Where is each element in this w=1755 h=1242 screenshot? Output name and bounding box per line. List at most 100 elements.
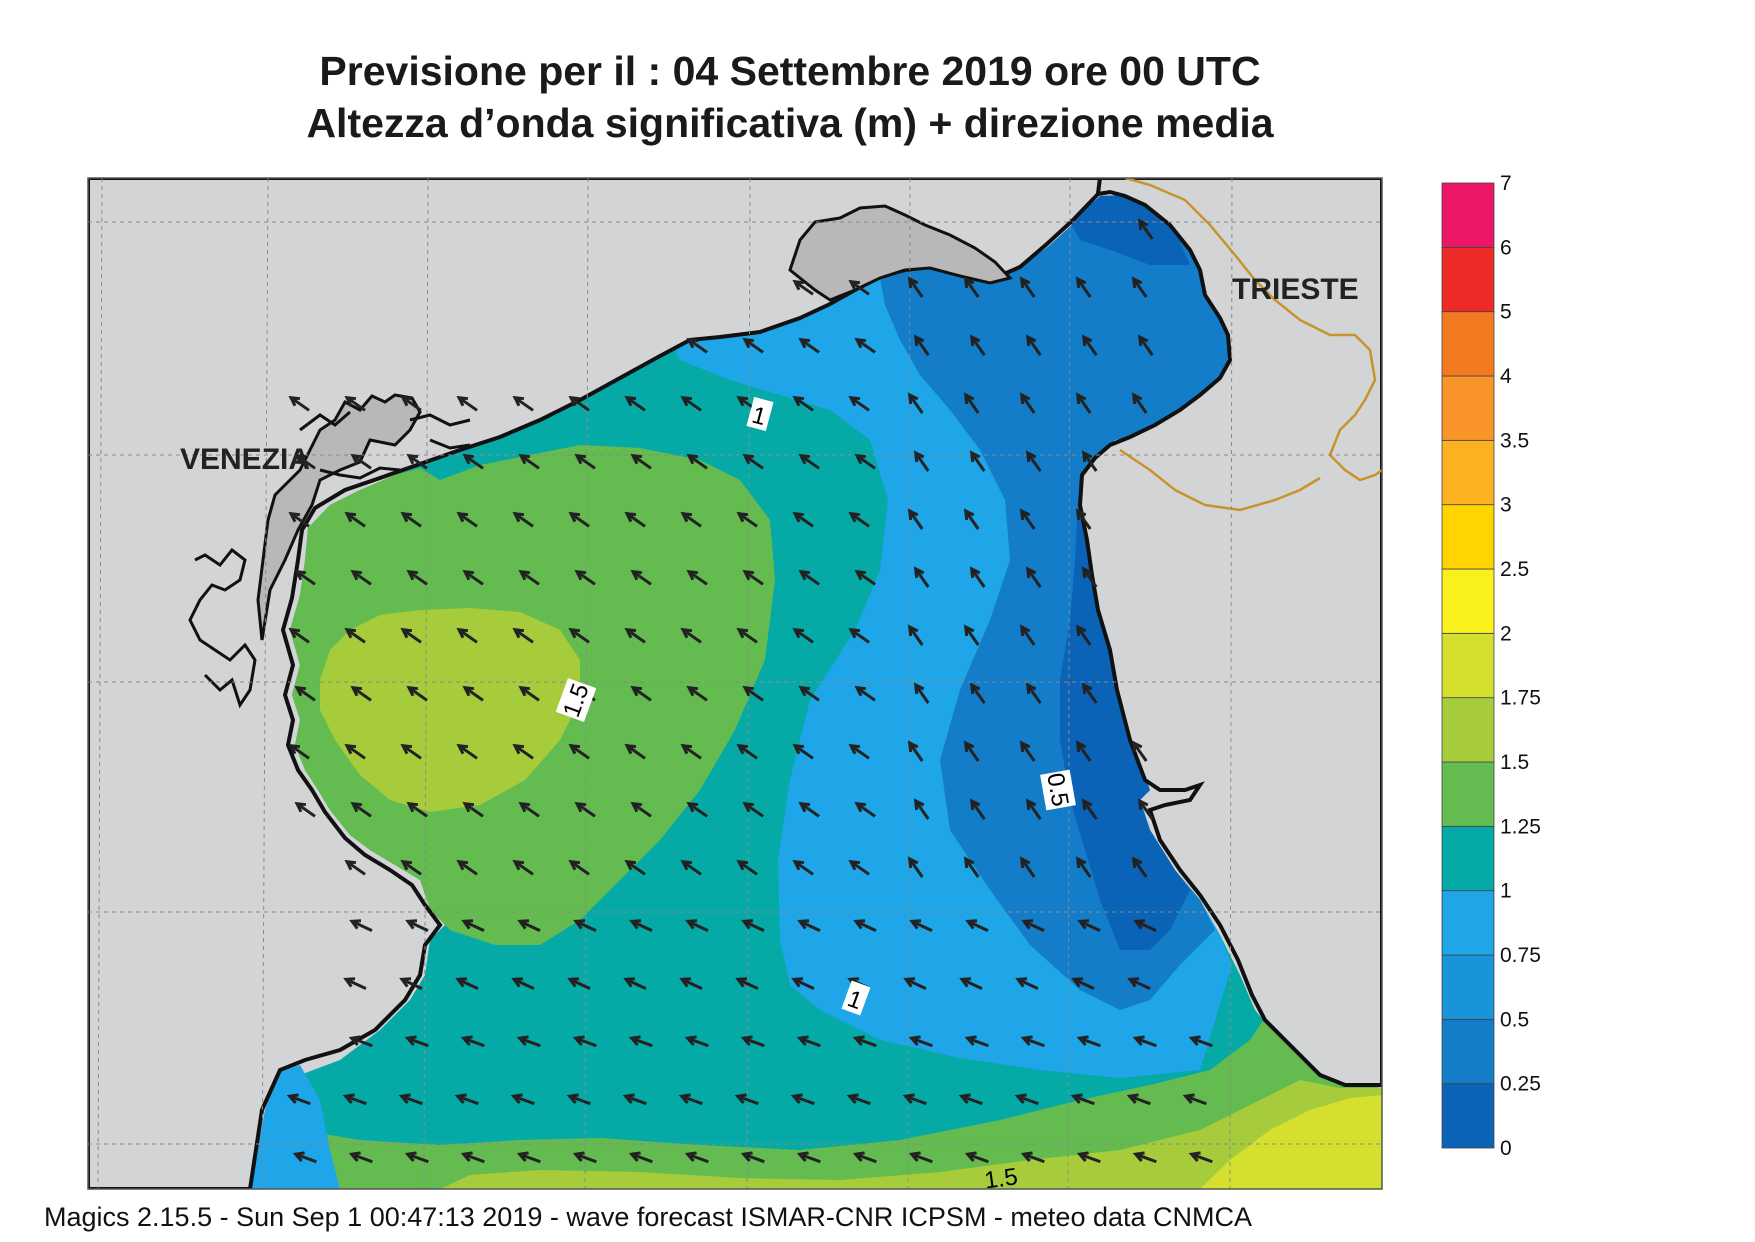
wave-arrow: [1014, 1093, 1039, 1106]
wave-arrow: [1133, 919, 1157, 933]
wave-arrow: [1075, 508, 1092, 530]
wave-arrow: [294, 685, 316, 702]
wave-arrow: [792, 743, 814, 760]
wave-arrow: [742, 453, 764, 470]
wave-arrow: [686, 453, 708, 470]
wave-arrow: [400, 395, 422, 412]
wave-arrow: [404, 1035, 429, 1048]
wave-arrow: [455, 977, 479, 991]
wave-arrow: [294, 801, 316, 818]
wave-arrow: [512, 627, 534, 644]
wave-arrow: [1127, 977, 1151, 991]
wave-arrow: [913, 450, 930, 472]
forecast-subtitle: Altezza d’onda significativa (m) + direz…: [306, 100, 1274, 146]
wave-arrow: [624, 859, 646, 876]
wave-arrow: [630, 569, 652, 586]
legend-swatch: [1441, 890, 1495, 956]
wave-arrow: [1020, 1151, 1045, 1164]
wave-arrow: [462, 453, 484, 470]
wave-arrow: [854, 685, 876, 702]
wave-arrow: [798, 801, 820, 818]
wave-arrow: [574, 801, 596, 818]
wave-arrow: [573, 919, 597, 933]
wave-arrow: [344, 859, 366, 876]
wave-arrow: [798, 569, 820, 586]
wave-arrow: [686, 801, 708, 818]
wave-arrow: [1188, 1035, 1213, 1048]
wave-arrow: [344, 511, 366, 528]
wave-arrow: [853, 919, 877, 933]
wave-arrow: [294, 453, 316, 470]
wave-arrow: [350, 453, 372, 470]
wave-arrow: [969, 798, 986, 820]
wave-arrow: [680, 743, 702, 760]
wave-arrow: [963, 508, 980, 530]
map-plot-area: 1 1.5 0.5 1 1.5: [88, 178, 1382, 1189]
wave-arrow: [909, 919, 933, 933]
wave-arrow: [798, 685, 820, 702]
wave-arrow: [344, 743, 366, 760]
wave-arrow: [510, 1093, 535, 1106]
wave-arrow: [1025, 682, 1042, 704]
wave-arrow: [965, 919, 989, 933]
wave-arrow: [963, 392, 980, 414]
wave-arrow: [456, 743, 478, 760]
wave-arrow: [907, 856, 924, 878]
wave-arrow: [1137, 798, 1154, 820]
wave-arrow: [792, 511, 814, 528]
wave-arrow: [1021, 919, 1045, 933]
wave-arrow: [568, 511, 590, 528]
wave-arrow: [286, 1093, 311, 1106]
wave-arrow: [796, 1151, 821, 1164]
wave-arrow: [518, 685, 540, 702]
wave-arrow: [736, 511, 758, 528]
wave-arrow: [350, 569, 372, 586]
wave-arrow: [792, 279, 814, 296]
wave-arrow: [628, 1151, 653, 1164]
wave-arrow: [680, 859, 702, 876]
wave-arrow: [462, 801, 484, 818]
wave-arrow: [684, 1151, 709, 1164]
wave-arrow: [1019, 508, 1036, 530]
legend-tick-label: 0.25: [1500, 1073, 1541, 1096]
wave-arrow: [518, 801, 540, 818]
wave-arrow: [624, 743, 646, 760]
wave-arrow: [740, 1151, 765, 1164]
wave-arrow: [349, 919, 373, 933]
wave-arrow: [964, 1151, 989, 1164]
wave-arrow: [848, 743, 870, 760]
border-line: [1119, 178, 1382, 512]
wave-arrow: [854, 337, 876, 354]
wave-arrow: [735, 977, 759, 991]
wave-arrow: [630, 453, 652, 470]
legend-swatch: [1441, 697, 1495, 763]
wave-arrow: [790, 1093, 815, 1106]
wave-arrow: [969, 334, 986, 356]
legend-swatch: [1441, 504, 1495, 570]
wave-arrow: [1019, 740, 1036, 762]
contour-label: 0.5: [1041, 771, 1073, 809]
wave-arrow: [1131, 392, 1148, 414]
wave-arrow: [1126, 1093, 1151, 1106]
wave-arrow: [456, 395, 478, 412]
wave-arrow: [288, 627, 310, 644]
wave-arrow: [1131, 276, 1148, 298]
wave-arrow: [1131, 740, 1148, 762]
legend-tick-label: 3: [1500, 494, 1512, 517]
wave-arrow: [1081, 334, 1098, 356]
wave-arrow: [406, 801, 428, 818]
wave-arrow: [908, 1035, 933, 1048]
wave-arrow: [292, 1151, 317, 1164]
wave-arrow: [512, 395, 534, 412]
wave-arrow: [398, 1093, 423, 1106]
wave-arrow: [342, 1093, 367, 1106]
legend-swatch: [1441, 632, 1495, 699]
wave-arrow: [1019, 624, 1036, 646]
wave-arrow: [1077, 919, 1101, 933]
wave-arrow: [567, 977, 591, 991]
wave-arrow: [1075, 276, 1092, 298]
wave-arrow: [350, 685, 372, 702]
legend-tick-label: 3.5: [1500, 429, 1529, 452]
wave-arrow: [344, 627, 366, 644]
wave-arrow: [511, 977, 535, 991]
